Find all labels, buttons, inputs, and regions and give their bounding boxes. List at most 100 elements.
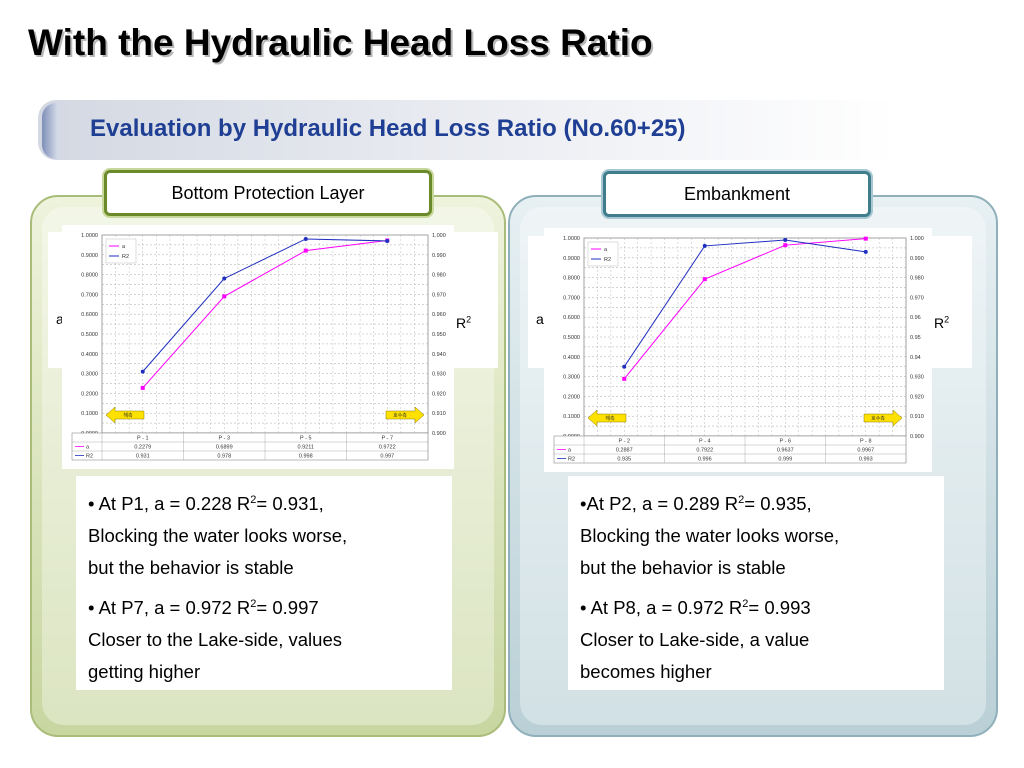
right-chart-data-label-r2: 0.935 <box>617 457 631 463</box>
right-panel-tab: Embankment <box>603 171 871 217</box>
right-chart-series-a-point <box>702 277 707 282</box>
right-chart-data-label-r2: 0.999 <box>778 457 792 463</box>
left-chart-ytick-left: 0.2000 <box>81 391 98 397</box>
right-chart-legend-a-label: a <box>604 247 608 253</box>
right-chart-data-label-r2: 0.993 <box>859 457 873 463</box>
right-chart-data-label-a: 0.7922 <box>696 448 713 454</box>
right-chart-ytick-left: 0.9000 <box>563 256 580 262</box>
left-chart-ytick-left: 0.1000 <box>81 411 98 417</box>
right-chart-series-r2-point <box>702 243 707 248</box>
left-chart-series-a-line <box>142 240 388 389</box>
left-chart-series-r2-point <box>303 236 308 241</box>
left-chart-ytick-right: 0.950 <box>432 332 446 338</box>
right-chart-lakeside-arrow <box>863 409 903 427</box>
left-chart-ytick-left: 0.6000 <box>81 312 98 318</box>
left-chart-series-a-point <box>222 294 227 299</box>
right-chart-ytick-left: 0.8000 <box>563 276 580 282</box>
left-chart-data-label-a: 0.9211 <box>298 445 314 451</box>
left-chart-ytick-right: 0.970 <box>432 292 446 298</box>
left-chart-ytick-right: 1.000 <box>432 233 446 239</box>
right-chart-series-a-point <box>622 376 627 381</box>
right-chart-ytick-right: 0.94 <box>910 355 921 361</box>
left-y2-axis-label: R2 <box>456 314 472 331</box>
left-note-2: • At P7, a = 0.972 R2= 0.997 Closer to t… <box>88 597 342 683</box>
right-chart-ytick-right: 0.95 <box>910 335 921 341</box>
left-notes: • At P1, a = 0.228 R2= 0.931, Blocking t… <box>76 476 452 690</box>
right-chart-ytick-left: 0.6000 <box>563 315 580 321</box>
left-y-axis-label: a <box>56 311 64 327</box>
right-chart-ytick-right: 0.910 <box>910 414 924 420</box>
right-notes: •At P2, a = 0.289 R2= 0.935, Blocking th… <box>568 476 944 690</box>
right-chart-ytick-left: 0.4000 <box>563 355 580 361</box>
right-chart-xtick-label: P - 2 <box>618 439 630 445</box>
right-chart-ytick-left: 0.2000 <box>563 394 580 400</box>
right-chart-ytick-right: 0.920 <box>910 394 924 400</box>
right-chart-ytick-right: 0.930 <box>910 375 924 381</box>
right-chart-legend-box <box>587 241 619 267</box>
left-chart-seaside-arrow-label: 해측 <box>123 412 133 419</box>
page-subtitle: Evaluation by Hydraulic Head Loss Ratio … <box>90 115 686 142</box>
left-chart-ytick-right: 0.910 <box>432 411 446 417</box>
left-y2-axis-label-box: R2 <box>456 314 486 336</box>
left-chart-series-r2-point <box>140 369 145 374</box>
left-chart-series-a-point <box>303 248 308 253</box>
left-chart-legend-r2-label: R2 <box>122 254 129 260</box>
right-y2-axis-label-box: R2 <box>934 314 964 336</box>
right-chart-data-label-r2: 0.996 <box>698 457 712 463</box>
right-chart-data-label-a: 0.2887 <box>616 448 633 454</box>
right-note-2: • At P8, a = 0.972 R2= 0.993 Closer to L… <box>580 597 811 683</box>
left-chart-data-label-r2: 0.997 <box>380 454 394 460</box>
left-chart-ytick-right: 0.930 <box>432 372 446 378</box>
right-chart-series-r2-point <box>622 364 627 369</box>
right-chart-container: 0.00000.10000.20000.30000.40000.50000.60… <box>544 228 932 472</box>
left-chart-xtick-label: P - 1 <box>137 436 149 442</box>
right-chart-table-a-header: a <box>568 448 572 454</box>
right-chart-legend-r2-label: R2 <box>604 257 611 263</box>
left-chart-container: 0.00000.10000.20000.30000.40000.50000.60… <box>62 225 454 469</box>
subtitle-banner <box>38 100 898 160</box>
left-note-1: • At P1, a = 0.228 R2= 0.931, Blocking t… <box>88 493 348 579</box>
left-chart-seaside-arrow <box>105 406 145 424</box>
right-chart-ytick-left: 1.0000 <box>563 236 580 242</box>
left-chart-table-r2-header: R2 <box>86 454 93 460</box>
right-chart-ytick-right: 0.970 <box>910 295 924 301</box>
right-chart-ytick-left: 0.3000 <box>563 375 580 381</box>
right-chart-data-label-a: 0.9967 <box>857 448 874 454</box>
right-chart-ytick-right: 0.96 <box>910 315 921 321</box>
left-chart-series-r2-line <box>142 238 388 372</box>
left-chart-data-label-r2: 0.998 <box>299 454 313 460</box>
left-chart-legend-box <box>105 238 137 264</box>
right-chart-series-r2-point <box>863 249 868 254</box>
left-chart-ytick-left: 0.7000 <box>81 292 98 298</box>
right-chart-lakeside-arrow-label: 호수측 <box>871 415 885 422</box>
left-chart-data-label-r2: 0.931 <box>136 454 150 460</box>
subtitle-banner-accent <box>42 103 58 159</box>
left-chart-xtick-label: P - 3 <box>218 436 230 442</box>
left-chart-series-r2-point <box>222 276 227 281</box>
left-chart-data-label-r2: 0.978 <box>217 454 231 460</box>
right-chart-xtick-label: P - 8 <box>860 439 872 445</box>
right-chart-ytick-right: 0.980 <box>910 276 924 282</box>
page-title: With the Hydraulic Head Loss Ratio <box>28 22 653 63</box>
right-note-1: •At P2, a = 0.289 R2= 0.935, Blocking th… <box>580 493 840 579</box>
right-chart-ytick-right: 0.990 <box>910 256 924 262</box>
left-chart-ytick-right: 0.900 <box>432 431 446 437</box>
right-chart-series-r2-line <box>623 239 866 367</box>
left-chart-ytick-right: 0.990 <box>432 253 446 259</box>
left-chart-ytick-left: 0.4000 <box>81 352 98 358</box>
left-chart-ytick-left: 0.5000 <box>81 332 98 338</box>
right-chart-ytick-left: 0.7000 <box>563 295 580 301</box>
left-chart-table-a-header: a <box>86 445 90 451</box>
left-chart-ytick-right: 0.980 <box>432 273 446 279</box>
right-chart-series-r2-point <box>783 237 788 242</box>
right-chart-ytick-left: 0.1000 <box>563 414 580 420</box>
right-chart-series-a-point <box>783 243 788 248</box>
right-chart-ytick-right: 1.000 <box>910 236 924 242</box>
left-chart-data-table <box>71 432 429 461</box>
left-chart-ytick-right: 0.940 <box>432 352 446 358</box>
left-chart-lakeside-arrow <box>385 406 425 424</box>
right-chart-xtick-label: P - 4 <box>699 439 711 445</box>
right-chart-data-label-a: 0.9637 <box>777 448 794 454</box>
right-chart-seaside-arrow-label: 해측 <box>605 415 615 422</box>
left-chart-ytick-right: 0.920 <box>432 391 446 397</box>
